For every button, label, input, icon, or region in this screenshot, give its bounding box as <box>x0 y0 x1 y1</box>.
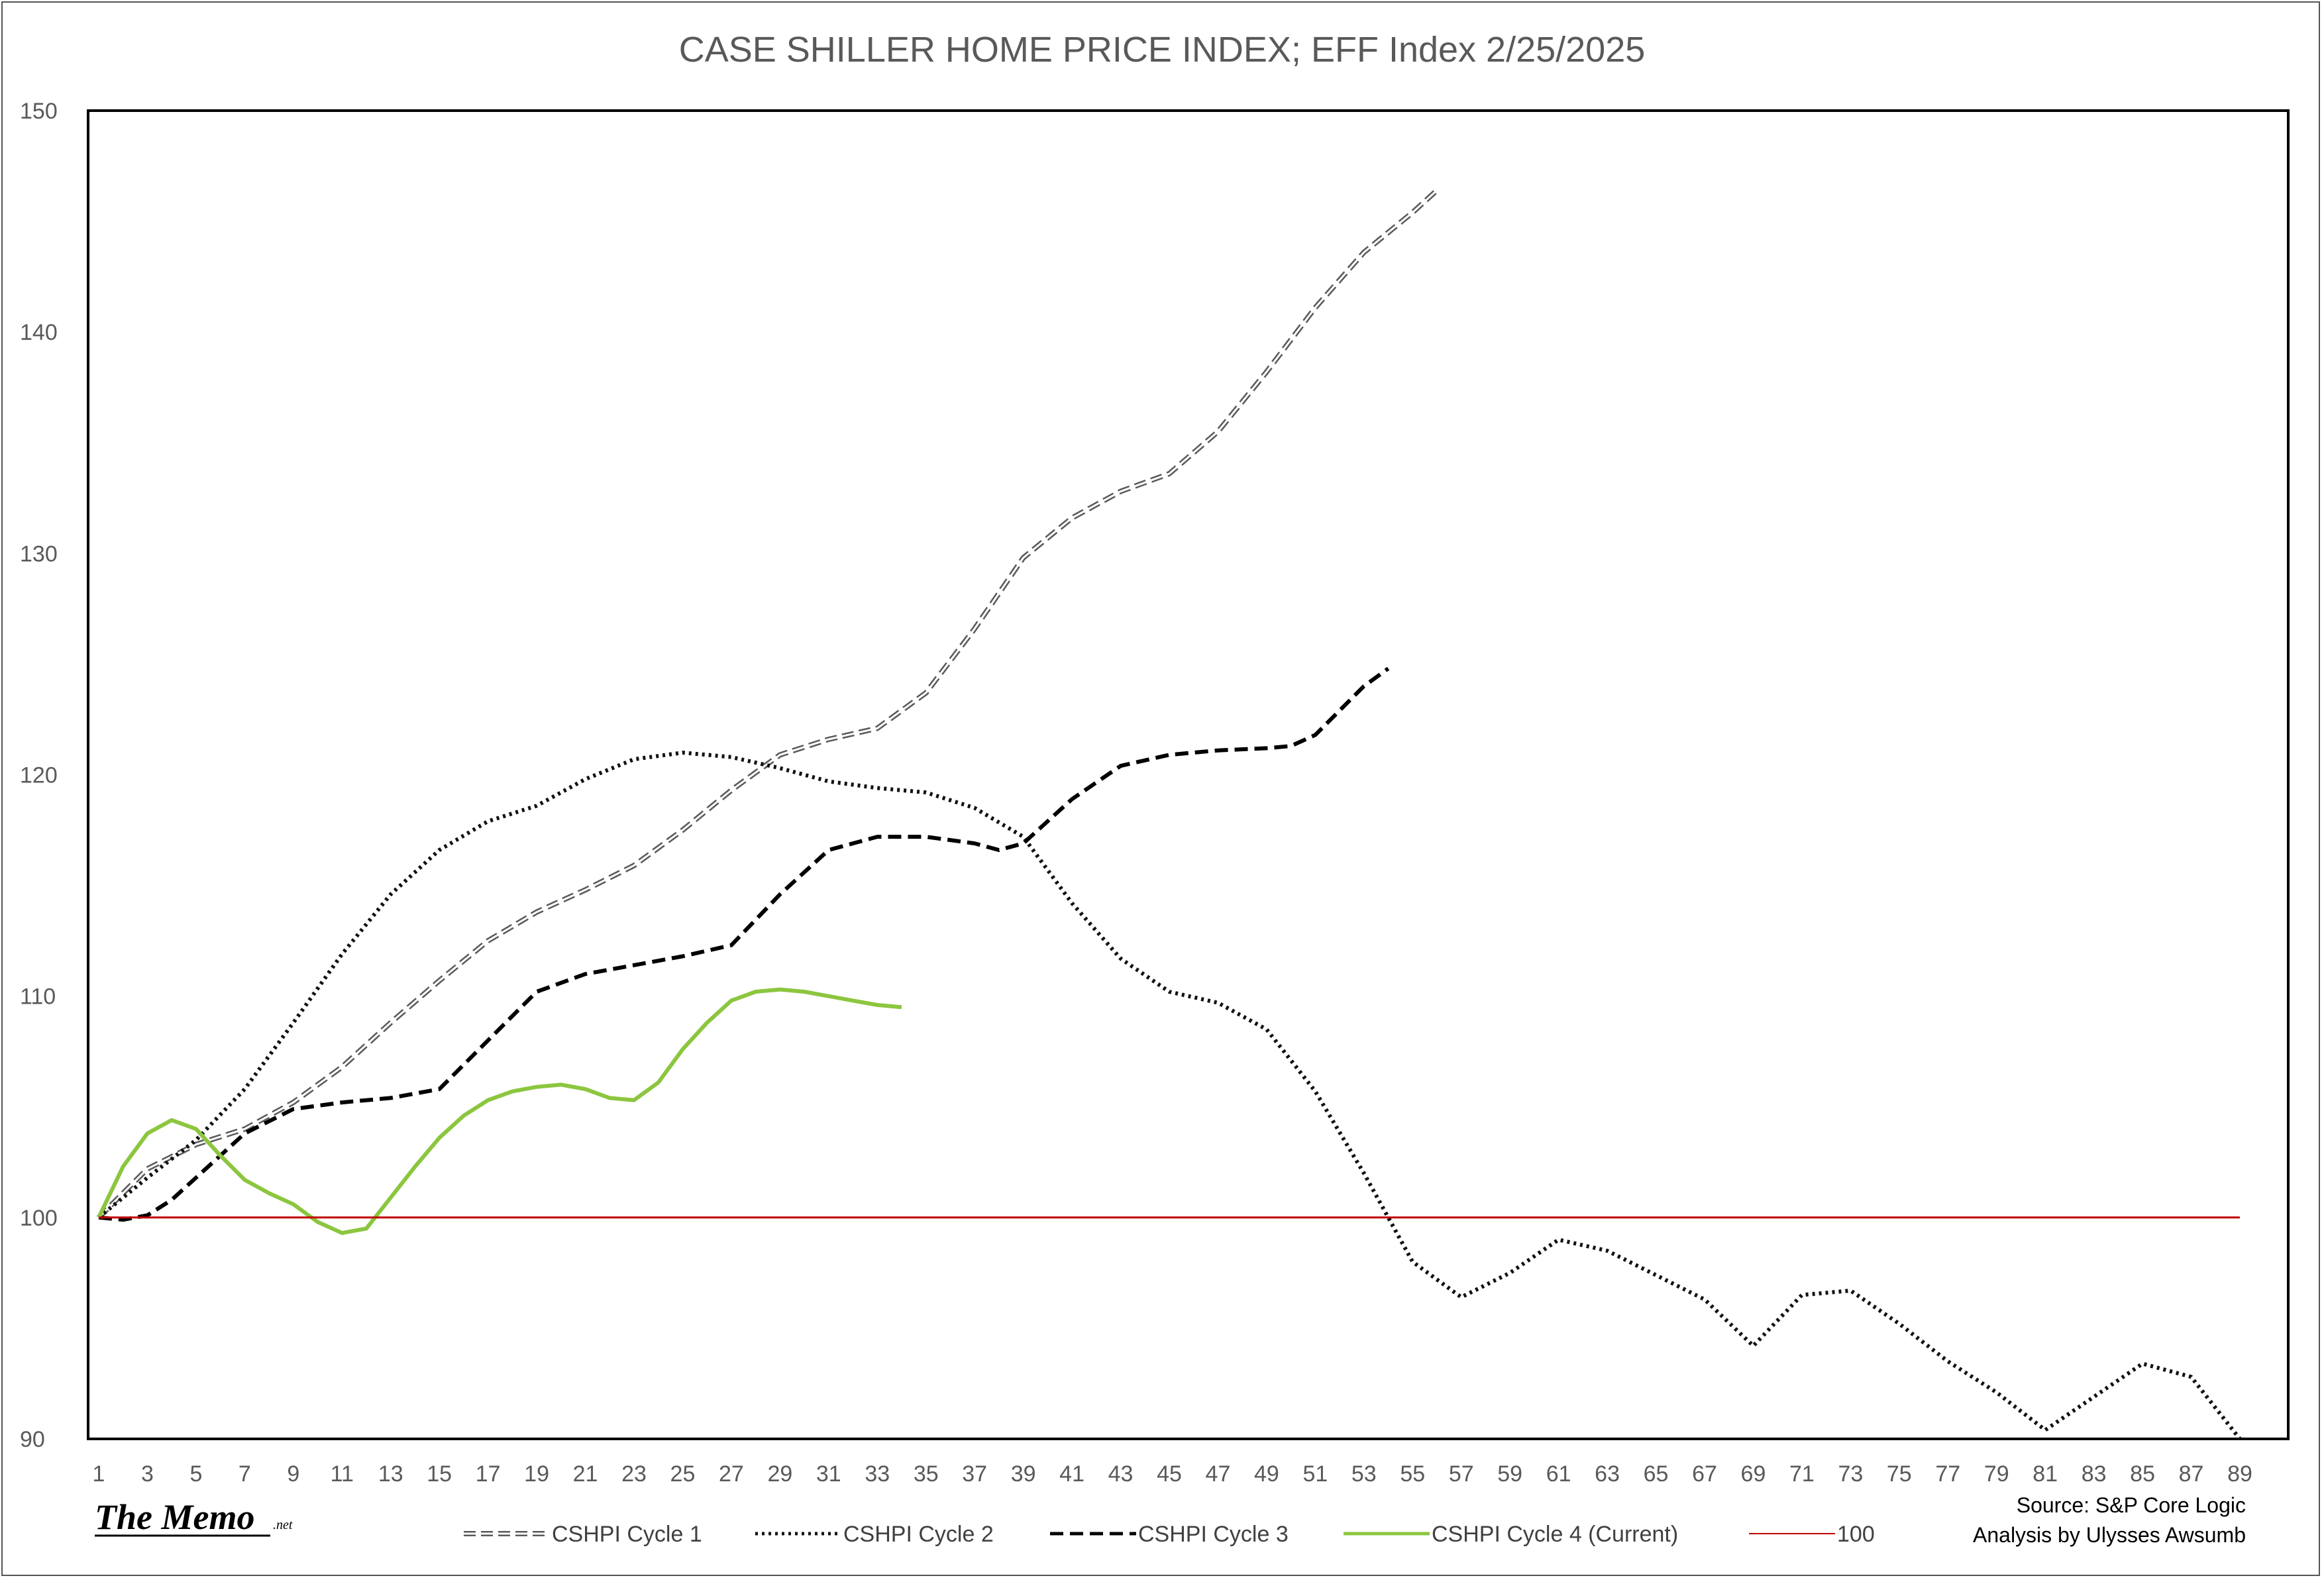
y-tick-label: 120 <box>20 763 58 788</box>
x-tick-label: 17 <box>476 1461 501 1487</box>
series-line-inner <box>97 189 1438 1218</box>
x-tick-label: 41 <box>1059 1461 1084 1487</box>
series-line-outline <box>97 188 1439 1220</box>
x-tick-label: 83 <box>2082 1461 2107 1487</box>
x-tick-label: 39 <box>1011 1461 1036 1487</box>
x-tick-label: 35 <box>914 1461 939 1487</box>
x-tick-label: 71 <box>1789 1461 1815 1487</box>
plot-area <box>87 109 2290 1440</box>
x-tick-label: 9 <box>287 1461 299 1487</box>
x-tick-label: 19 <box>524 1461 549 1487</box>
y-tick-label: 110 <box>20 984 56 1010</box>
series-1 <box>97 188 1439 1220</box>
x-tick-label: 75 <box>1887 1461 1912 1487</box>
x-tick-label: 63 <box>1595 1461 1620 1487</box>
y-axis: 90 100 110 120 130 140 150 <box>20 99 58 1452</box>
series-2 <box>97 751 2242 1440</box>
brand-logo-text: The Memo <box>95 1497 254 1537</box>
x-tick-label: 89 <box>2227 1461 2252 1487</box>
x-tick-label: 79 <box>1984 1461 2009 1487</box>
x-tick-label: 29 <box>767 1461 792 1487</box>
x-tick-label: 57 <box>1449 1461 1474 1487</box>
x-tick-label: 33 <box>865 1461 890 1487</box>
y-tick-label: 130 <box>20 541 58 566</box>
x-tick-label: 53 <box>1351 1461 1377 1487</box>
legend-label: CSHPI Cycle 1 <box>552 1522 702 1547</box>
x-tick-label: 51 <box>1302 1461 1328 1487</box>
legend-label: CSHPI Cycle 3 <box>1138 1522 1289 1547</box>
x-tick-label: 47 <box>1206 1461 1231 1487</box>
x-tick-label: 25 <box>670 1461 696 1487</box>
x-tick-label: 31 <box>816 1461 841 1487</box>
series-layer <box>97 188 2242 1440</box>
x-tick-label: 23 <box>621 1461 647 1487</box>
series-line <box>97 751 2242 1440</box>
y-tick-label: 150 <box>20 99 58 124</box>
x-tick-label: 77 <box>1935 1461 1960 1487</box>
x-tick-label: 27 <box>719 1461 744 1487</box>
y-tick-label: 140 <box>20 320 58 345</box>
x-tick-label: 13 <box>378 1461 403 1487</box>
x-tick-label: 43 <box>1108 1461 1134 1487</box>
legend-item: 100 <box>1749 1522 1875 1547</box>
y-tick-label: 100 <box>20 1206 58 1231</box>
x-tick-label: 11 <box>331 1461 354 1487</box>
chart-title: CASE SHILLER HOME PRICE INDEX; EFF Index… <box>679 30 1646 70</box>
legend-item: CSHPI Cycle 3 <box>1050 1522 1289 1547</box>
brand-suffix: .net <box>273 1518 293 1532</box>
series-3 <box>98 666 1390 1222</box>
x-tick-label: 59 <box>1497 1461 1522 1487</box>
x-axis: 1 3 5 7 9 11 13 15 17 19 21 23 25 27 29 31 33 35 37 39 41 43 4… <box>93 1461 2252 1487</box>
legend: CSHPI Cycle 1 CSHPI Cycle 2 CSHPI Cycle 3 C… <box>464 1522 1875 1547</box>
x-tick-label: 69 <box>1741 1461 1766 1487</box>
x-tick-label: 21 <box>573 1461 598 1487</box>
legend-item: CSHPI Cycle 1 <box>464 1522 702 1547</box>
x-tick-label: 45 <box>1157 1461 1182 1487</box>
legend-item: CSHPI Cycle 2 <box>755 1522 994 1547</box>
x-tick-label: 81 <box>2033 1461 2058 1487</box>
legend-item: CSHPI Cycle 4 (Current) <box>1344 1522 1678 1547</box>
x-tick-label: 55 <box>1400 1461 1425 1487</box>
series-4 <box>97 987 902 1236</box>
x-tick-label: 15 <box>427 1461 452 1487</box>
x-tick-label: 1 <box>93 1461 105 1487</box>
x-tick-label: 49 <box>1254 1461 1279 1487</box>
x-tick-label: 61 <box>1546 1461 1571 1487</box>
x-tick-label: 5 <box>189 1461 202 1487</box>
series-line <box>98 666 1390 1222</box>
x-tick-label: 3 <box>141 1461 154 1487</box>
y-tick-label: 90 <box>20 1427 45 1452</box>
x-tick-label: 65 <box>1644 1461 1669 1487</box>
x-tick-label: 73 <box>1838 1461 1863 1487</box>
x-tick-label: 87 <box>2179 1461 2204 1487</box>
x-tick-label: 85 <box>2130 1461 2155 1487</box>
source-credit: Source: S&P Core Logic <box>2017 1493 2246 1517</box>
analysis-credit: Analysis by Ulysses Awsumb <box>1973 1523 2246 1547</box>
legend-label: CSHPI Cycle 4 (Current) <box>1432 1522 1678 1547</box>
x-tick-label: 67 <box>1692 1461 1717 1487</box>
x-tick-label: 7 <box>238 1461 251 1487</box>
legend-label: 100 <box>1837 1522 1875 1547</box>
legend-label: CSHPI Cycle 2 <box>843 1522 994 1547</box>
x-tick-label: 37 <box>962 1461 987 1487</box>
series-line <box>97 987 902 1236</box>
